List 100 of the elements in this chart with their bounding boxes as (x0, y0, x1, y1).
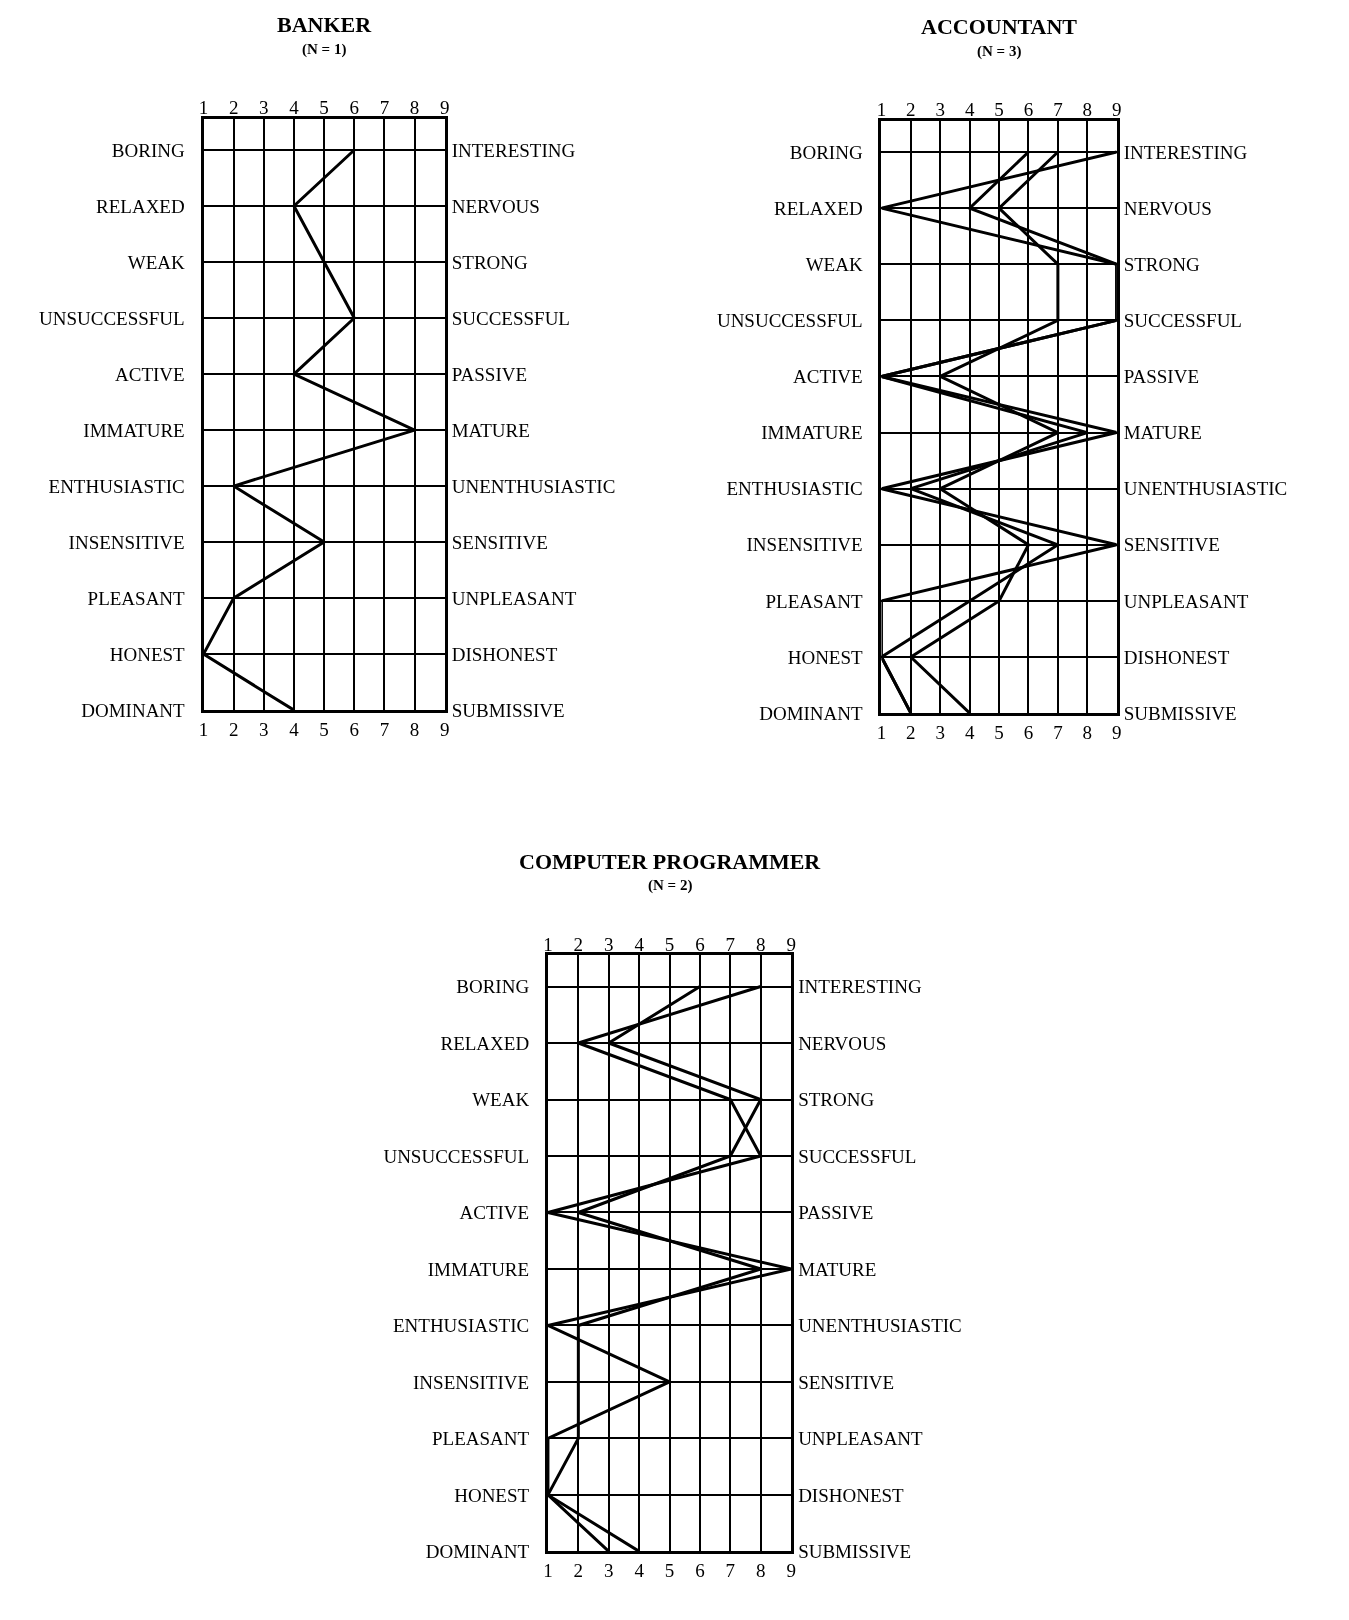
y-tick-label: INSENSITIVE (413, 1371, 530, 1393)
x2-tick-label: 1 (198, 97, 209, 119)
x-tick-label: 6 (695, 1560, 705, 1582)
y2-tick-label: PASSIVE (1123, 366, 1200, 388)
y-tick-label: UNSUCCESSFUL (39, 307, 185, 329)
y-tick-label: HONEST (787, 646, 864, 668)
x2-tick-label: 7 (1053, 99, 1063, 121)
y2-tick-label: INTERESTING (1123, 141, 1248, 163)
y2-tick-label: UNPLEASANT (451, 587, 577, 609)
y2-tick-label: SENSITIVE (1123, 534, 1220, 556)
y2-tick-label: NERVOUS (451, 195, 540, 217)
x-tick-label: 1 (876, 721, 887, 743)
y-tick-label: WEAK (127, 251, 185, 273)
x-tick-label: 8 (1082, 721, 1093, 743)
y-tick-label: BORING (456, 976, 530, 998)
x2-tick-label: 9 (439, 97, 450, 119)
y-tick-label: UNSUCCESSFUL (383, 1145, 530, 1167)
x2-tick-label: 6 (695, 933, 705, 955)
x-tick-label: 7 (1053, 721, 1063, 743)
chart-subtitle: (N = 3) (977, 43, 1022, 60)
x2-tick-label: 2 (228, 97, 239, 119)
x-tick-label: 3 (259, 718, 269, 740)
y2-tick-label: NERVOUS (798, 1032, 887, 1054)
y-tick-label: BORING (789, 141, 863, 163)
x2-tick-label: 9 (1111, 99, 1122, 121)
y2-tick-label: INTERESTING (798, 976, 922, 998)
x-tick-label: 5 (664, 1560, 675, 1582)
x-tick-label: 2 (906, 721, 916, 743)
x2-tick-label: 3 (604, 933, 614, 955)
x2-tick-label: 2 (906, 99, 916, 121)
x2-tick-label: 8 (755, 933, 766, 955)
y2-tick-label: UNPLEASANT (1123, 590, 1249, 612)
chart-subtitle: (N = 2) (648, 877, 693, 894)
y2-tick-label: DISHONEST (798, 1484, 905, 1506)
x2-tick-label: 8 (409, 97, 420, 119)
y-tick-label: DOMINANT (81, 699, 186, 721)
x-tick-label: 8 (409, 718, 420, 740)
y2-tick-label: STRONG (451, 251, 528, 273)
x-tick-label: 7 (379, 718, 390, 740)
x-tick-label: 9 (439, 718, 450, 740)
x-tick-label: 6 (1023, 721, 1034, 743)
chart-title: COMPUTER PROGRAMMER (519, 849, 822, 874)
y-tick-label: RELAXED (774, 197, 863, 219)
x-tick-label: 2 (228, 718, 239, 740)
y-tick-label: ACTIVE (115, 363, 185, 385)
x-tick-label: 6 (349, 718, 360, 740)
y2-tick-label: SUBMISSIVE (1123, 702, 1237, 724)
y2-tick-label: INTERESTING (451, 139, 576, 161)
y2-tick-label: NERVOUS (1123, 197, 1212, 219)
x2-tick-label: 5 (319, 97, 329, 119)
y2-tick-label: STRONG (1123, 253, 1200, 275)
x-tick-label: 4 (964, 721, 975, 743)
y-tick-label: HONEST (109, 643, 186, 665)
y-tick-label: INSENSITIVE (68, 531, 185, 553)
y-tick-label: PLEASANT (87, 587, 186, 609)
x-tick-label: 3 (935, 721, 946, 743)
y2-tick-label: STRONG (798, 1089, 875, 1111)
y2-tick-label: SUBMISSIVE (798, 1541, 912, 1563)
y-tick-label: ENTHUSIASTIC (392, 1315, 530, 1337)
y2-tick-label: DISHONEST (451, 643, 558, 665)
y-tick-label: BORING (111, 139, 185, 161)
x-tick-label: 9 (786, 1560, 796, 1582)
y-tick-label: ACTIVE (459, 1202, 530, 1224)
y2-tick-label: UNENTHUSIASTIC (798, 1315, 962, 1337)
x2-tick-label: 8 (1082, 99, 1093, 121)
y-tick-label: PLEASANT (765, 590, 864, 612)
chart-title: BANKER (277, 12, 373, 37)
y-tick-label: ENTHUSIASTIC (48, 475, 185, 497)
x-tick-label: 8 (755, 1560, 766, 1582)
x-tick-label: 3 (604, 1560, 614, 1582)
y2-tick-label: UNENTHUSIASTIC (451, 475, 616, 497)
x2-tick-label: 4 (289, 97, 300, 119)
x2-tick-label: 5 (994, 99, 1004, 121)
x2-tick-label: 1 (876, 99, 887, 121)
x2-tick-label: 7 (379, 97, 390, 119)
y-tick-label: IMMATURE (83, 419, 185, 441)
y-tick-label: WEAK (472, 1089, 530, 1111)
x-tick-label: 1 (198, 718, 209, 740)
y-tick-label: DOMINANT (759, 702, 864, 724)
y-tick-label: ENTHUSIASTIC (726, 478, 863, 500)
y-tick-label: PLEASANT (432, 1428, 530, 1450)
x2-tick-label: 5 (664, 933, 675, 955)
y2-tick-label: MATURE (1123, 422, 1202, 444)
x2-tick-label: 4 (634, 933, 645, 955)
y-tick-label: ACTIVE (793, 366, 863, 388)
y-tick-label: DOMINANT (425, 1541, 530, 1563)
y-tick-label: RELAXED (96, 195, 185, 217)
x2-tick-label: 6 (1023, 99, 1034, 121)
x-tick-label: 4 (634, 1560, 645, 1582)
y2-tick-label: UNENTHUSIASTIC (1123, 478, 1288, 500)
x2-tick-label: 1 (543, 933, 553, 955)
x-tick-label: 2 (573, 1560, 584, 1582)
y2-tick-label: SUCCESSFUL (798, 1145, 917, 1167)
y-tick-label: INSENSITIVE (746, 534, 863, 556)
y2-tick-label: SUBMISSIVE (451, 699, 565, 721)
x2-tick-label: 2 (573, 933, 584, 955)
y2-tick-label: MATURE (451, 419, 530, 441)
y-tick-label: RELAXED (440, 1032, 530, 1054)
y2-tick-label: SUCCESSFUL (1123, 310, 1242, 332)
y-tick-label: HONEST (454, 1484, 530, 1506)
